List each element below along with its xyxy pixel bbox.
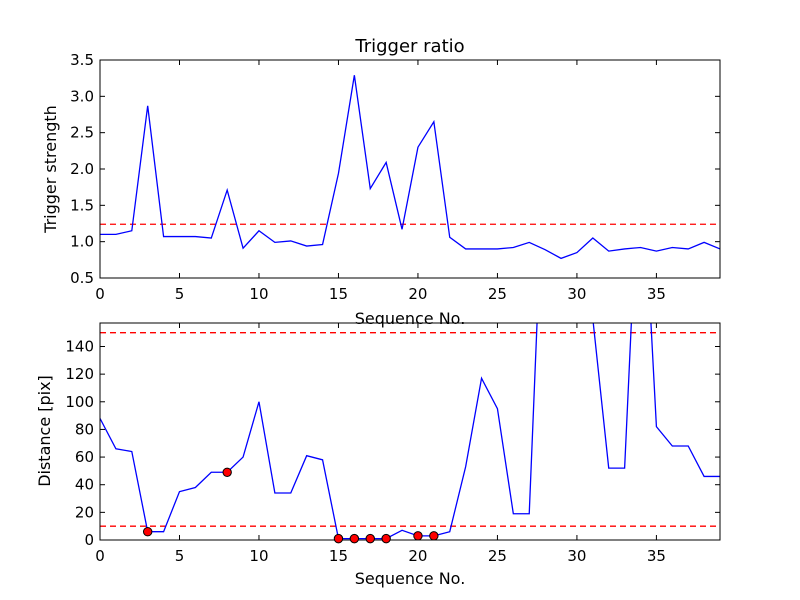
trigger-ratio-series-line-0 bbox=[100, 75, 720, 260]
distance-x-axis-label: Sequence No. bbox=[355, 569, 466, 588]
trigger-ratio-x-tick-label: 5 bbox=[175, 285, 185, 303]
distance-axes-frame bbox=[99, 322, 721, 541]
distance-series-line-0 bbox=[100, 323, 720, 540]
distance-y-tick-label: 0 bbox=[84, 531, 94, 549]
distance-x-tick-label: 20 bbox=[408, 547, 427, 565]
trigger-ratio-y-axis-label: Trigger strength bbox=[41, 105, 60, 234]
trigger-ratio-x-tick-label: 15 bbox=[329, 285, 348, 303]
distance-panel: 0 5 10 15 20 25 30 35 0 20 40 60 80 100 120 140 Sequenc… bbox=[35, 322, 721, 588]
trigger-ratio-x-axis-label: Sequence No. bbox=[355, 309, 466, 328]
distance-x-tick-label: 10 bbox=[249, 547, 268, 565]
distance-highlight-point bbox=[429, 531, 439, 541]
distance-highlight-point bbox=[142, 527, 153, 537]
distance-highlight-point bbox=[413, 531, 423, 541]
distance-highlight-point bbox=[349, 533, 360, 544]
trigger-ratio-y-tick-label: 3.0 bbox=[70, 87, 94, 105]
trigger-ratio-x-tick-label: 35 bbox=[647, 285, 666, 303]
trigger-ratio-x-tick-label: 10 bbox=[249, 285, 268, 303]
distance-x-tick-label: 25 bbox=[488, 547, 507, 565]
distance-y-tick-label: 140 bbox=[65, 337, 94, 355]
distance-x-tick-label: 35 bbox=[647, 547, 666, 565]
distance-x-tick-label: 30 bbox=[567, 547, 586, 565]
trigger-ratio-y-tick-label: 2.5 bbox=[70, 124, 94, 142]
distance-x-tick-label: 15 bbox=[329, 547, 348, 565]
trigger-ratio-x-tick-label: 0 bbox=[95, 285, 105, 303]
chart-title: Trigger ratio bbox=[354, 36, 464, 57]
distance-x-tick-label: 5 bbox=[175, 547, 185, 565]
trigger-ratio-x-tick-label: 25 bbox=[488, 285, 507, 303]
trigger-ratio-x-tick-label: 30 bbox=[567, 285, 586, 303]
distance-y-tick-label: 60 bbox=[75, 448, 94, 466]
distance-y-axis-label: Distance [pix] bbox=[35, 375, 54, 487]
trigger-ratio-panel: Trigger ratio 0 5 10 15 20 25 30 35 0.5 1.0 1.5 2.0… bbox=[41, 36, 721, 328]
distance-y-tick-label: 100 bbox=[65, 393, 94, 411]
trigger-ratio-x-tick-label: 20 bbox=[408, 285, 427, 303]
distance-y-tick-label: 80 bbox=[75, 420, 94, 438]
distance-y-tick-label: 120 bbox=[65, 365, 94, 383]
distance-highlight-point bbox=[381, 533, 391, 544]
distance-highlight-point bbox=[365, 533, 375, 544]
trigger-ratio-y-tick-label: 1.5 bbox=[70, 196, 94, 214]
trigger-ratio-y-tick-label: 1.0 bbox=[70, 233, 94, 251]
trigger-ratio-y-tick-label: 2.0 bbox=[70, 160, 94, 178]
distance-y-tick-label: 40 bbox=[75, 476, 94, 494]
trigger-ratio-y-tick-label: 0.5 bbox=[70, 269, 94, 287]
distance-x-tick-label: 0 bbox=[95, 547, 105, 565]
distance-highlight-point bbox=[222, 467, 232, 477]
distance-y-tick-label: 20 bbox=[75, 503, 94, 521]
trigger-ratio-y-tick-label: 3.5 bbox=[70, 51, 94, 69]
distance-highlight-point bbox=[333, 533, 344, 544]
